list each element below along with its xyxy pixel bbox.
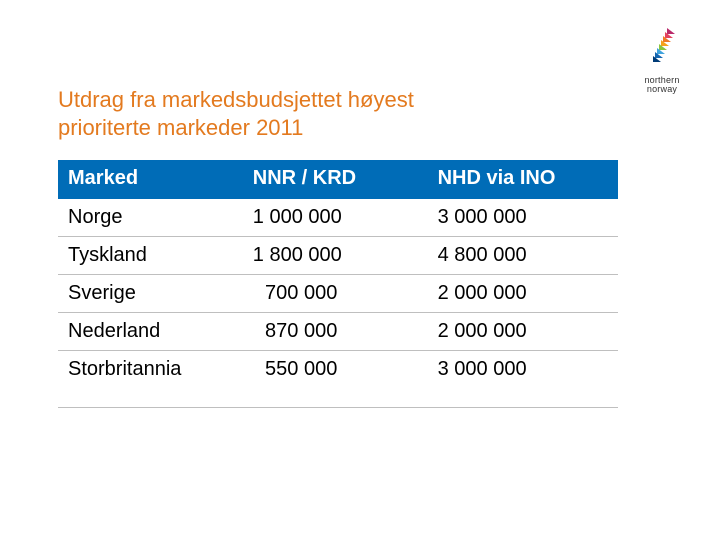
cell-market: Nederland (58, 313, 243, 351)
col-header-nnr: NNR / KRD (243, 160, 428, 198)
cell-nnr-value: 700 000 (265, 282, 337, 304)
cell-nhd: 2 000 000 (428, 313, 618, 351)
cell-market: Storbritannia (58, 351, 243, 408)
table-row: Tyskland 1 800 000 4 800 000 (58, 237, 618, 275)
page-title: Utdrag fra markedsbudsjettet høyest prio… (58, 86, 488, 141)
col-header-nhd: NHD via INO (428, 160, 618, 198)
cell-nnr: 1 000 000 (243, 198, 428, 237)
cell-nnr: 870 000 (243, 313, 428, 351)
table-row: Sverige 700 000 2 000 000 (58, 275, 618, 313)
budget-table: Marked NNR / KRD NHD via INO Norge 1 000… (58, 160, 618, 408)
col-header-market: Marked (58, 160, 243, 198)
logo-text: northern norway (632, 76, 692, 95)
logo-line-2: norway (632, 85, 692, 94)
cell-nnr: 1 800 000 (243, 237, 428, 275)
cell-nhd: 3 000 000 (428, 351, 618, 408)
table-header-row: Marked NNR / KRD NHD via INO (58, 160, 618, 198)
cell-nnr-value: 870 000 (265, 320, 337, 342)
cell-market: Sverige (58, 275, 243, 313)
table-row: Storbritannia 550 000 3 000 000 (58, 351, 618, 408)
budget-table-container: Marked NNR / KRD NHD via INO Norge 1 000… (58, 160, 618, 408)
cell-nnr-value: 1 000 000 (253, 206, 342, 228)
cell-nhd: 4 800 000 (428, 237, 618, 275)
table-row: Nederland 870 000 2 000 000 (58, 313, 618, 351)
cell-nnr-value: 550 000 (265, 358, 337, 380)
cell-nhd: 3 000 000 (428, 198, 618, 237)
cell-nnr: 550 000 (243, 351, 428, 408)
cell-market: Norge (58, 198, 243, 237)
cell-nnr-value: 1 800 000 (253, 244, 342, 266)
cell-market: Tyskland (58, 237, 243, 275)
northern-norway-icon (645, 28, 679, 72)
cell-nnr: 700 000 (243, 275, 428, 313)
brand-logo: northern norway (632, 28, 692, 95)
cell-nhd: 2 000 000 (428, 275, 618, 313)
table-row: Norge 1 000 000 3 000 000 (58, 198, 618, 237)
